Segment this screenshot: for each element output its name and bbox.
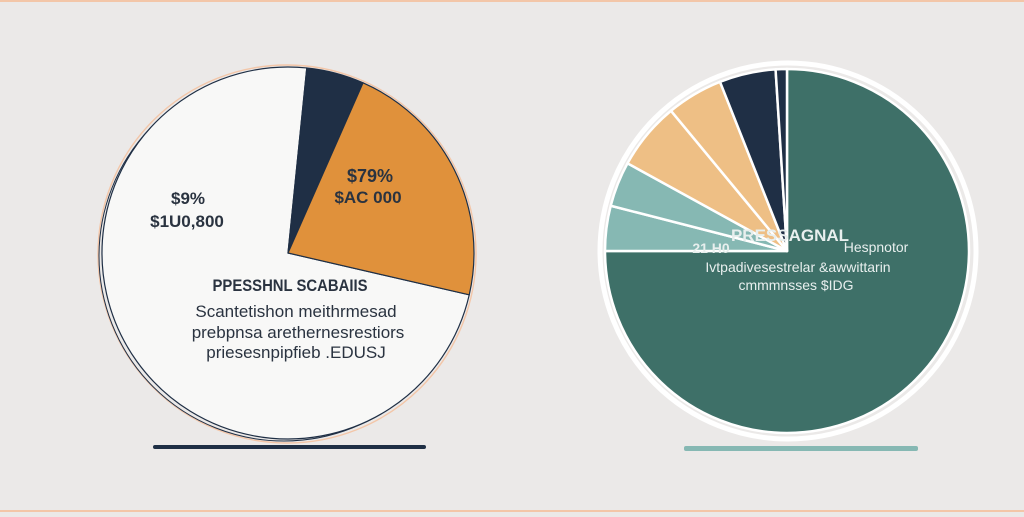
right-body-line: Ivtpadivesestrelar &awwittarin [705, 259, 890, 275]
left-heading: PPESSHNL SCABAIIS [213, 276, 368, 295]
right-right-note: Hespnotor [844, 239, 909, 255]
side-percent-label: $9% [171, 189, 205, 208]
left-body-line: priesesnpipfieb .EDUSJ [206, 343, 386, 362]
right-outline-ring [597, 60, 979, 442]
left-slice-0 [101, 66, 470, 440]
left-chart-base [153, 445, 426, 449]
side-amount-label: $1U0,800 [150, 212, 224, 231]
right-left-note: 21 H0 [692, 240, 730, 256]
slice-amount-label: $AC 000 [334, 188, 401, 207]
right-chart-base [684, 446, 918, 451]
left-pie-chart: $79% $AC 000 $9% $1U0,800 PPESSHNL SCABA… [97, 64, 477, 444]
slice-percent-label: $79% [347, 166, 393, 186]
left-body-line: prebpnsa arethernesrestiors [192, 323, 405, 342]
right-slice-6 [774, 67, 789, 253]
left-slice-2 [287, 82, 475, 296]
right-heading: PRESSAGNAL [731, 226, 849, 245]
right-pie-chart: PRESSAGNAL 21 H0 Hespnotor Ivtpadivesest… [597, 60, 979, 442]
left-body-line: Scantetishon meithrmesad [195, 302, 396, 321]
right-slice-0 [603, 67, 971, 435]
right-body-line: cmmmnsses $IDG [738, 277, 853, 293]
bottom-border [0, 510, 1024, 512]
top-border [0, 0, 1024, 2]
left-outline-ring [97, 64, 477, 444]
